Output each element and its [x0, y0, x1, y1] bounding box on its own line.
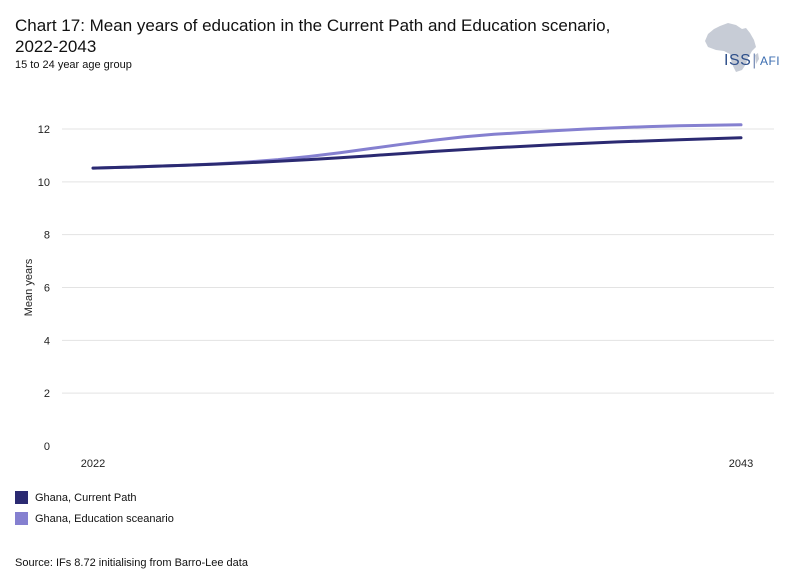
- y-tick-label: 4: [44, 335, 50, 347]
- y-tick-label: 10: [38, 177, 50, 189]
- logo-sub-text: AFI: [759, 54, 781, 68]
- series-line-current-path: [91, 136, 743, 170]
- legend-swatch-current-path: [15, 491, 28, 504]
- y-axis-label: Mean years: [23, 258, 35, 316]
- series-line-education: [91, 123, 743, 170]
- x-tick-label: 2022: [81, 458, 105, 470]
- africa-map-icon: [698, 20, 778, 80]
- legend-item-education: Ghana, Education sceanario: [15, 508, 174, 529]
- chart-title: Chart 17: Mean years of education in the…: [15, 16, 611, 56]
- chart-subtitle: 15 to 24 year age group: [15, 59, 132, 71]
- logo-main-text: ISS: [724, 52, 752, 69]
- y-tick-label: 0: [44, 441, 50, 453]
- legend-label-current-path: Ghana, Current Path: [35, 491, 137, 504]
- y-tick-label: 8: [44, 230, 50, 242]
- chart-legend: Ghana, Current Path Ghana, Education sce…: [15, 487, 174, 529]
- legend-item-current-path: Ghana, Current Path: [15, 487, 174, 508]
- x-tick-label: 2043: [729, 458, 753, 470]
- legend-swatch-education: [15, 512, 28, 525]
- y-tick-label: 6: [44, 283, 50, 295]
- y-tick-label: 12: [38, 124, 50, 136]
- iss-afi-logo: ISS| AFI: [724, 52, 781, 69]
- y-tick-label: 2: [44, 388, 50, 400]
- source-note: Source: IFs 8.72 initialising from Barro…: [15, 557, 248, 569]
- legend-label-education: Ghana, Education sceanario: [35, 512, 174, 525]
